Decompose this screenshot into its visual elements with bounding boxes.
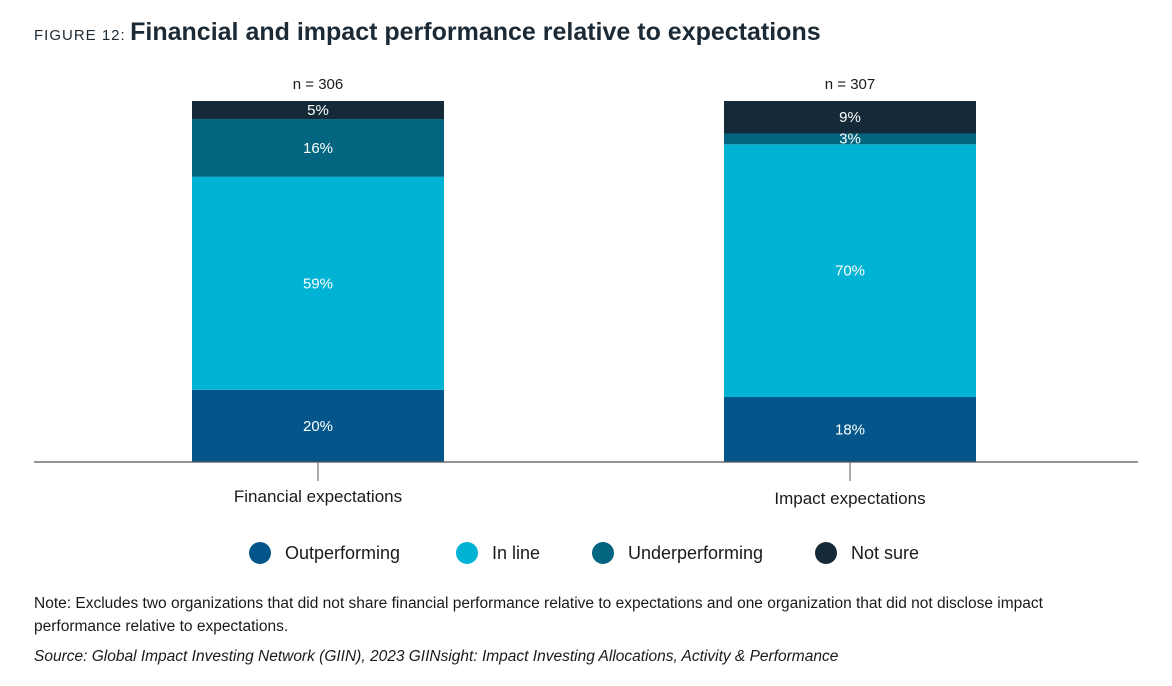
stacked-bar-chart: 20% 59% 16% 5% n = 306 Financial expectations…: [34, 76, 1138, 508]
bar-segment-not-sure: [192, 101, 444, 120]
figure-title-row: FIGURE 12: Financial and impact performa…: [34, 18, 821, 47]
data-label-outperforming: 20%: [303, 418, 333, 435]
chart-note: Note: Excludes two organizations that di…: [34, 595, 1043, 635]
sample-size-label: n = 306: [293, 76, 343, 93]
x-tick-label: Financial expectations: [234, 487, 402, 506]
chart-title: Financial and impact performance relativ…: [130, 18, 821, 46]
bar-segment-outperforming: [192, 389, 444, 462]
bar-stack-1: 20% 59% 16% 5%: [192, 101, 444, 462]
data-label-not-sure: 5%: [307, 102, 329, 119]
data-label-underperforming: 3%: [839, 130, 861, 147]
bar-segment-underperforming: [192, 119, 444, 177]
legend-swatch: [592, 542, 614, 564]
figure-label: FIGURE 12:: [34, 27, 126, 44]
legend-swatch: [815, 542, 837, 564]
legend-label: In line: [492, 542, 541, 563]
bar-stack-2: 18% 70% 3% 9%: [724, 101, 976, 462]
bar-segment-underperforming: [724, 133, 976, 145]
bar-segment-outperforming: [724, 397, 976, 462]
legend-item-outperforming: Outperforming: [249, 542, 400, 564]
legend-item-in-line: In line: [456, 542, 540, 564]
chart-source: Source: Global Impact Investing Network …: [34, 648, 839, 665]
data-label-outperforming: 18%: [835, 422, 865, 439]
chart-legend: Outperforming In line Underperforming Not s…: [0, 542, 1172, 568]
x-tick-label: Impact expectations: [774, 489, 925, 508]
legend-item-underperforming: Underperforming: [592, 542, 763, 564]
legend-item-not-sure: Not sure: [815, 542, 919, 564]
sample-size-label: n = 307: [825, 76, 875, 93]
data-label-underperforming: 16%: [303, 140, 333, 157]
legend-swatch: [249, 542, 271, 564]
bar-segment-not-sure: [724, 101, 976, 134]
legend-label: Underperforming: [628, 542, 764, 563]
bar-segment-in-line: [192, 176, 444, 390]
legend-label: Outperforming: [285, 542, 401, 563]
data-label-in-line: 70%: [835, 263, 865, 280]
bar-segment-in-line: [724, 144, 976, 398]
data-label-not-sure: 9%: [839, 109, 861, 126]
data-label-in-line: 59%: [303, 275, 333, 292]
legend-swatch: [456, 542, 478, 564]
legend-label: Not sure: [851, 542, 920, 563]
